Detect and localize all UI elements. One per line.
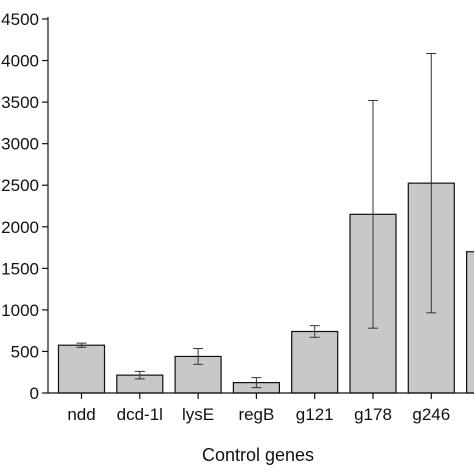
- x-axis-title: Control genes: [202, 445, 314, 465]
- y-axis-ticks: 0 500 1000 1500 2000 2500 3000 3500 4000 4500: [1, 10, 48, 403]
- error-bar: [426, 52, 437, 314]
- error-bars-layer: [76, 52, 437, 389]
- y-tick-label: 0: [30, 384, 39, 403]
- y-tick-label: 2000: [1, 218, 39, 237]
- bars-layer: [57, 182, 474, 394]
- error-bar: [368, 99, 378, 329]
- x-tick-label: ndd: [67, 405, 95, 424]
- y-tick-label: 1500: [1, 259, 39, 278]
- x-tick-label: regB: [238, 405, 274, 424]
- x-tick-label: g121: [296, 405, 334, 424]
- x-tick-label: lysE: [182, 405, 214, 424]
- y-tick-label: 2500: [1, 176, 39, 195]
- y-tick-label: 3500: [1, 93, 39, 112]
- y-tick-label: 1000: [1, 301, 39, 320]
- bar: [466, 251, 474, 394]
- y-tick-label: 4000: [1, 52, 39, 71]
- error-bar: [251, 377, 262, 389]
- bar: [57, 344, 106, 394]
- error-bar: [309, 325, 320, 338]
- x-tick-label: g246: [412, 405, 450, 424]
- y-tick-label: 3000: [1, 135, 39, 154]
- y-tick-label: 500: [11, 342, 39, 361]
- error-bar: [76, 342, 87, 348]
- error-bar: [193, 348, 204, 365]
- y-tick-label: 4500: [1, 10, 39, 29]
- x-tick-label: g178: [354, 405, 392, 424]
- bar: [291, 330, 339, 394]
- x-tick-label: dcd-1l: [117, 405, 163, 424]
- error-bar: [134, 370, 145, 380]
